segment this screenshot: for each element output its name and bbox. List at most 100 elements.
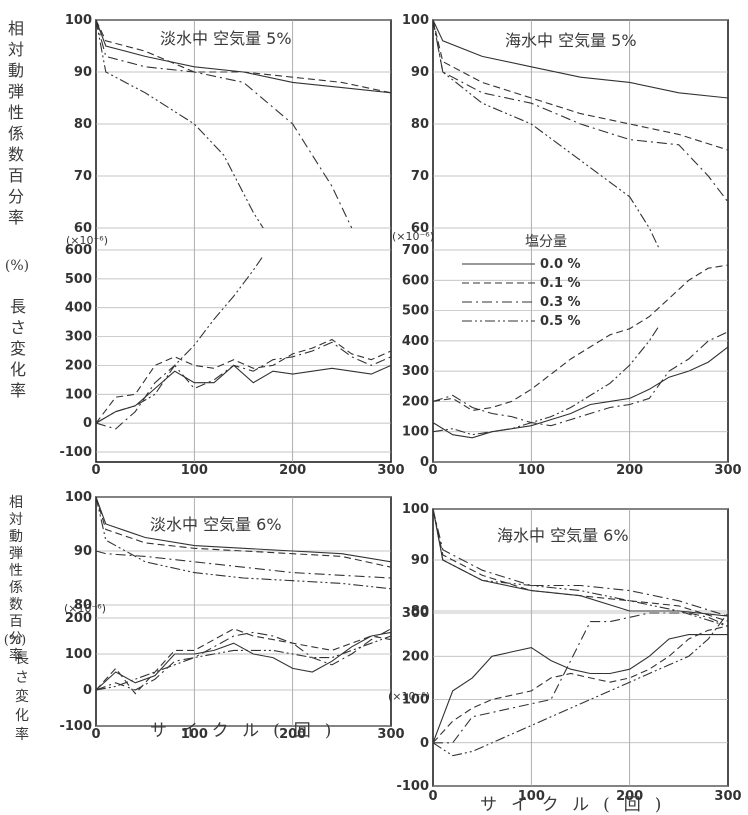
panel-title: 海水中 空気量 5% [505,31,637,50]
panel-title: 海水中 空気量 6% [497,526,629,545]
x-tick-label: 100 [518,789,545,804]
series-line [95,341,392,430]
series-line [432,325,660,436]
y-tick-label: 600 [65,243,92,258]
x-tick-label: 0 [428,789,437,804]
y-tick-label: 90 [74,544,92,559]
legend-entry-label: 0.5 % [540,314,581,329]
plot-frame [432,508,729,787]
y-tick-label: 400 [402,334,429,349]
series-line [432,346,729,439]
y-tick-label: 200 [402,394,429,409]
series-line [95,19,264,229]
x-tick-label: 100 [181,727,208,742]
y-tick-label: 300 [402,606,429,621]
y-tick-label: 500 [402,304,429,319]
y-tick-label: 100 [65,387,92,402]
series-line [432,508,729,622]
series-line [432,19,729,151]
series-line [432,264,729,412]
length-unit-label: (×10⁻⁶) [64,602,106,615]
y-tick-label: 90 [74,65,92,80]
y-tick-label: 90 [411,65,429,80]
plot-frame [432,19,729,463]
x-tick-label: 0 [91,463,100,478]
y-tick-label: 0 [420,455,429,470]
series-line [95,628,392,695]
y-tick-label: 90 [411,553,429,568]
series-line [432,19,660,250]
x-tick-label: 100 [518,463,545,478]
x-tick-label: 300 [377,727,404,742]
y-tick-label: 80 [74,117,92,132]
series-line [432,508,729,627]
x-tick-label: 200 [616,463,643,478]
y-label-modulus-bottom-left: 相対動弾性係数百分率 [9,495,23,664]
series-line [95,19,392,94]
y-tick-label: 500 [65,272,92,287]
y-label-modulus-unit-bottom-left: (%) [3,633,27,648]
x-tick-label: 300 [377,463,404,478]
legend-entry-label: 0.0 % [540,257,581,272]
legend-entry-label: 0.3 % [540,295,581,310]
series-line [432,625,729,744]
y-label-length-bottom-left: 長さ変化率 [15,651,29,743]
y-tick-label: 80 [411,117,429,132]
y-label-length-top-left: 長さ変化率 [9,297,26,400]
x-tick-label: 0 [428,463,437,478]
series-line [95,628,392,691]
y-tick-label: 100 [65,647,92,662]
y-label-modulus-top-left: 相対動弾性係数百分率 [7,19,24,227]
y-tick-label: 100 [402,502,429,517]
x-tick-label: 200 [616,789,643,804]
series-line [95,255,264,424]
y-tick-label: 0 [83,416,92,431]
y-tick-label: 200 [65,611,92,626]
x-tick-label: 200 [279,463,306,478]
y-tick-label: 700 [402,243,429,258]
y-tick-label: 60 [411,221,429,236]
plot-frame [95,19,392,463]
y-tick-label: 200 [402,649,429,664]
series-line [432,19,729,99]
y-tick-label: -100 [59,445,92,460]
x-tick-label: 100 [181,463,208,478]
series-line [95,19,392,94]
y-tick-label: 300 [65,330,92,345]
x-axis-unit-bottom-left: サイクル(回) [150,721,346,741]
legend-title: 塩分量 [525,234,567,250]
y-tick-label: 80 [411,604,429,619]
series-line [95,496,392,590]
y-tick-label: 100 [402,425,429,440]
y-tick-label: 100 [65,13,92,28]
series-line [95,19,353,229]
series-line [433,612,729,744]
y-tick-label: 300 [402,364,429,379]
series-line [432,612,729,757]
y-tick-label: 200 [65,358,92,373]
series-line [432,508,729,617]
x-tick-label: 0 [91,727,100,742]
series-line [432,331,729,427]
x-axis-unit-bottom-right: サイクル(回) [480,795,676,815]
panel-title: 淡水中 空気量 6% [150,515,282,534]
series-line [95,338,392,424]
series-line [432,19,729,203]
x-tick-label: 300 [714,789,741,804]
length-unit-label: (×10⁻⁶) [66,234,108,247]
y-tick-label: 600 [402,273,429,288]
y-tick-label: 100 [402,693,429,708]
x-tick-label: 300 [714,463,741,478]
series-line [95,631,392,691]
y-tick-label: -100 [59,719,92,734]
series-line [95,496,392,563]
y-tick-label: 70 [74,169,92,184]
x-tick-label: 200 [279,727,306,742]
series-line [432,634,728,743]
y-tick-label: 400 [65,301,92,316]
legend-entry-label: 0.1 % [540,276,581,291]
series-line [95,635,392,691]
y-tick-label: 100 [402,13,429,28]
y-tick-label: 70 [411,169,429,184]
panel-title: 淡水中 空気量 5% [160,29,292,48]
